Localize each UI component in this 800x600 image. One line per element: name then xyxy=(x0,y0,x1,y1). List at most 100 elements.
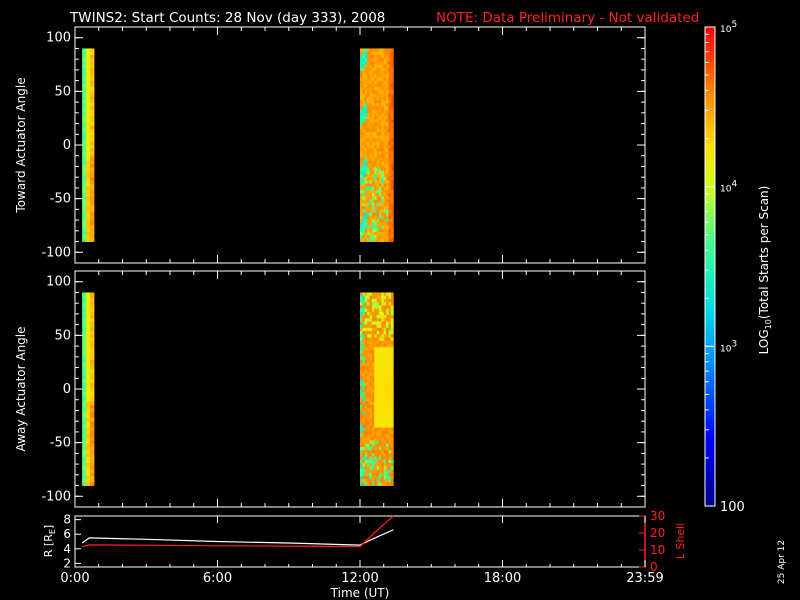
heatmap-cell xyxy=(376,453,380,457)
heatmap-cell xyxy=(390,141,394,146)
heatmap-cell xyxy=(379,51,382,56)
heatmap-cell xyxy=(86,99,91,104)
heatmap-cell xyxy=(383,103,387,107)
heatmap-cell xyxy=(383,417,387,422)
heatmap-cell xyxy=(390,376,394,380)
heatmap-cell xyxy=(379,138,382,143)
heatmap-cell xyxy=(371,427,375,432)
heatmap-cell xyxy=(369,112,373,117)
heatmap-cell xyxy=(386,148,389,152)
heatmap-cell xyxy=(364,292,368,297)
heatmap-cell xyxy=(371,83,375,88)
heatmap-cell xyxy=(390,350,394,354)
heatmap-cell xyxy=(374,116,378,120)
heatmap-cell xyxy=(381,343,385,348)
heatmap-cell xyxy=(86,356,91,361)
heatmap-cell xyxy=(386,382,389,387)
xlabel-time: Time (UT) xyxy=(330,586,390,600)
heatmap-cell xyxy=(371,308,375,313)
heatmap-cell xyxy=(360,225,363,230)
heatmap-cell xyxy=(364,209,368,213)
heatmap-cell xyxy=(383,472,387,477)
heatmap-cell xyxy=(362,96,366,101)
heatmap-cell xyxy=(86,238,91,242)
heatmap-cell xyxy=(386,318,389,322)
heatmap-cell xyxy=(388,292,392,297)
heatmap-cell xyxy=(383,456,387,461)
heatmap-cell xyxy=(364,141,368,146)
heatmap-cell xyxy=(374,308,378,313)
heatmap-cell xyxy=(369,135,373,139)
heatmap-cell xyxy=(82,379,87,383)
heatmap-cell xyxy=(379,482,382,486)
heatmap-cell xyxy=(383,180,387,185)
heatmap-cell xyxy=(374,450,378,454)
heatmap-cell xyxy=(388,145,392,149)
heatmap-cell xyxy=(362,238,366,242)
heatmap-cell xyxy=(367,311,370,316)
heatmap-cell xyxy=(360,215,363,220)
heatmap-cell xyxy=(371,392,375,396)
heatmap-cell xyxy=(362,405,366,409)
heatmap-cell xyxy=(86,353,91,358)
heatmap-cell xyxy=(374,96,378,101)
heatmap-cell xyxy=(381,430,385,435)
heatmap-cell xyxy=(371,372,375,377)
heatmap-cell xyxy=(390,157,394,162)
heatmap-cell xyxy=(369,446,373,451)
heatmap-cell xyxy=(364,469,368,474)
heatmap-cell xyxy=(371,206,375,210)
heatmap-cell xyxy=(376,398,380,403)
heatmap-cell xyxy=(86,421,91,425)
heatmap-cell xyxy=(374,87,378,91)
heatmap-cell xyxy=(381,99,385,104)
heatmap-cell xyxy=(383,366,387,371)
heatmap-cell xyxy=(383,337,387,342)
heatmap-cell xyxy=(82,141,87,146)
heatmap-cell xyxy=(371,324,375,329)
heatmap-cell xyxy=(388,343,392,348)
heatmap-cell xyxy=(381,469,385,474)
heatmap-cell xyxy=(381,58,385,62)
heatmap-cell xyxy=(371,430,375,435)
heatmap-cell xyxy=(383,308,387,313)
heatmap-cell xyxy=(388,327,392,332)
heatmap-cell xyxy=(376,64,380,69)
heatmap-cell xyxy=(374,61,378,65)
heatmap-cell xyxy=(360,311,363,316)
heatmap-cell xyxy=(383,295,387,300)
heatmap-cell xyxy=(82,157,87,162)
heatmap-cell xyxy=(379,64,382,69)
heatmap-cell xyxy=(376,196,380,201)
heatmap-cell xyxy=(390,116,394,120)
heatmap-cell xyxy=(381,472,385,477)
heatmap-cell xyxy=(376,298,380,303)
heatmap-cell xyxy=(371,183,375,188)
heatmap-cell xyxy=(82,314,87,319)
heatmap-cell xyxy=(371,80,375,85)
heatmap-cell xyxy=(371,222,375,226)
heatmap-cell xyxy=(86,305,91,309)
heatmap-cell xyxy=(383,219,387,223)
heatmap-cell xyxy=(371,151,375,156)
heatmap-cell xyxy=(364,398,368,403)
heatmap-cell xyxy=(360,83,363,88)
heatmap-cell xyxy=(82,401,87,406)
heatmap-cell xyxy=(386,450,389,454)
heatmap-cell xyxy=(369,395,373,400)
heatmap-cell xyxy=(360,135,363,139)
heatmap-cell xyxy=(90,356,95,361)
heatmap-cell xyxy=(369,164,373,168)
heatmap-cell xyxy=(381,363,385,367)
heatmap-cell xyxy=(381,347,385,351)
heatmap-cell xyxy=(374,99,378,104)
heatmap-cell xyxy=(388,196,392,201)
heatmap-cell xyxy=(379,340,382,345)
heatmap-cell xyxy=(367,366,370,371)
heatmap-cell xyxy=(82,96,87,101)
heatmap-cell xyxy=(374,148,378,152)
heatmap-cell xyxy=(82,58,87,62)
heatmap-cell xyxy=(376,151,380,156)
heatmap-cell xyxy=(374,369,378,374)
heatmap-cell xyxy=(386,475,389,480)
